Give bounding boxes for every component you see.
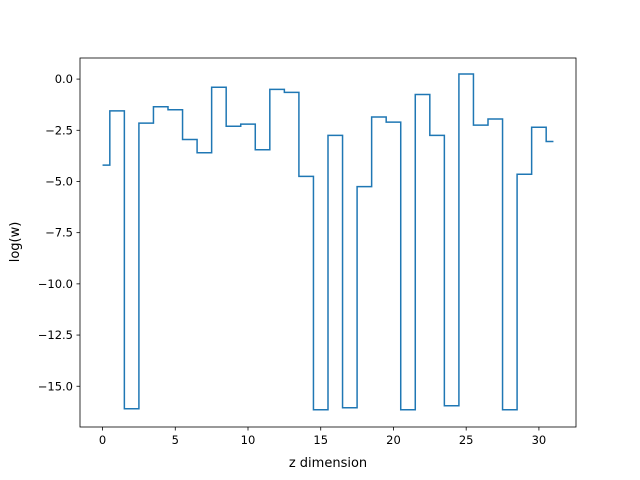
x-tick-label: 5 — [172, 433, 179, 447]
y-tick-label: −7.5 — [45, 226, 73, 240]
series-step-line — [102, 73, 554, 411]
x-tick-label: 10 — [241, 433, 256, 447]
x-axis-ticks: 0 5 10 15 20 25 30 — [99, 427, 546, 447]
x-tick-label: 20 — [386, 433, 401, 447]
y-tick-label: −2.5 — [45, 123, 73, 137]
y-tick-label: −10.0 — [38, 277, 73, 291]
x-tick-label: 15 — [313, 433, 328, 447]
y-tick-label: −12.5 — [38, 328, 73, 342]
y-tick-label: −15.0 — [38, 379, 73, 393]
y-axis-label: log(w) — [8, 222, 23, 263]
plot-series — [102, 73, 554, 411]
y-axis-ticks: 0.0 −2.5 −5.0 −7.5 −10.0 −12.5 −15.0 — [38, 72, 80, 393]
x-tick-label: 0 — [99, 433, 106, 447]
y-tick-label: 0.0 — [55, 72, 73, 86]
x-tick-label: 30 — [532, 433, 547, 447]
plot-frame — [79, 57, 577, 428]
x-tick-label: 25 — [459, 433, 474, 447]
x-axis-label: z dimension — [289, 456, 367, 471]
y-tick-label: −5.0 — [45, 174, 73, 188]
